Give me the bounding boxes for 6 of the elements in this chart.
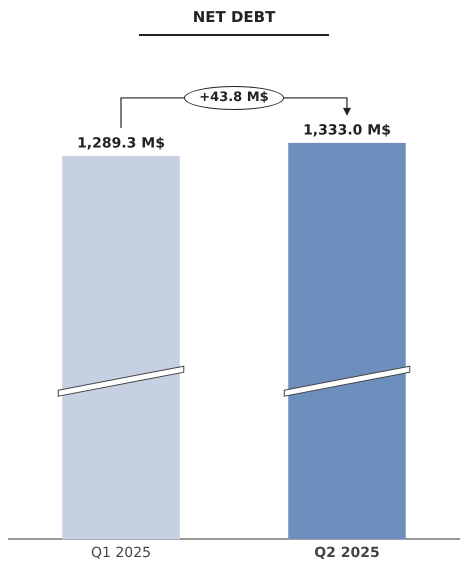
x-tick-label: Q2 2025 — [314, 545, 380, 562]
x-tick-label: Q1 2025 — [90, 545, 152, 562]
data-label: 1,289.3 M$ — [77, 136, 165, 152]
text: +43.8 M$ — [199, 90, 269, 106]
data-label: 1,333.0 M$ — [303, 122, 391, 139]
chart-title: NET DEBT — [139, 8, 329, 36]
